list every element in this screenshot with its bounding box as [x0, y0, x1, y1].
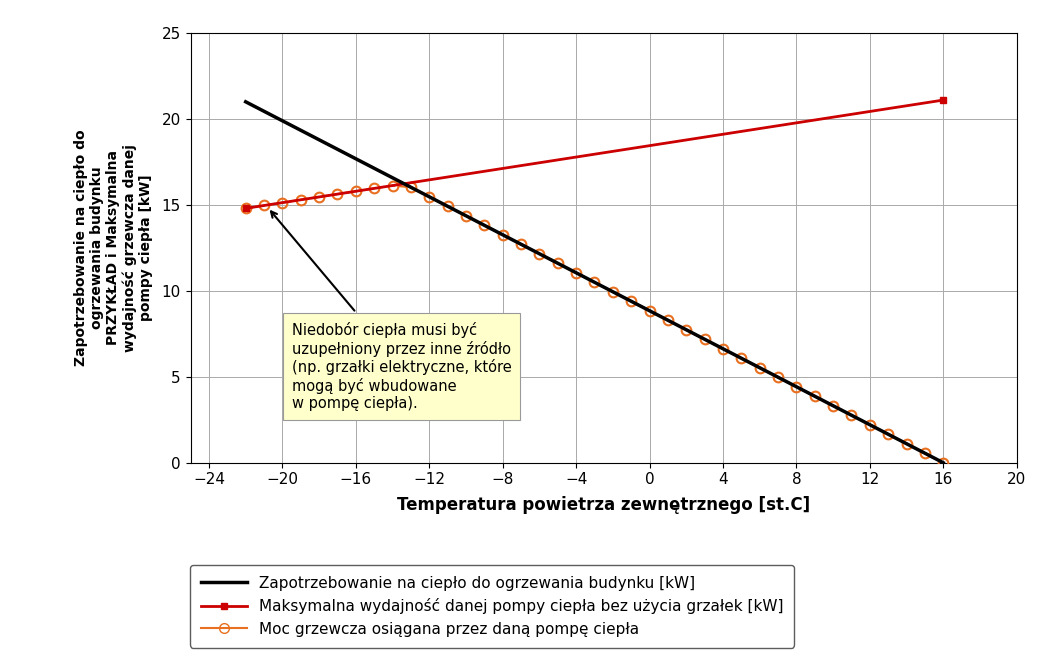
Text: Niedobór ciepła musi być
uzupełniony przez inne źródło
(np. grzałki elektryczne,: Niedobór ciepła musi być uzupełniony prz… [271, 212, 511, 411]
Y-axis label: Zapotrzebowanie na ciepło do
ogrzewania budynku
PRZYKŁAD i Maksymalna
wydajność : Zapotrzebowanie na ciepło do ogrzewania … [74, 130, 154, 366]
X-axis label: Temperatura powietrza zewnętrznego [st.C]: Temperatura powietrza zewnętrznego [st.C… [397, 496, 810, 514]
Legend: Zapotrzebowanie na ciepło do ogrzewania budynku [kW], Maksymalna wydajność danej: Zapotrzebowanie na ciepło do ogrzewania … [190, 565, 794, 648]
